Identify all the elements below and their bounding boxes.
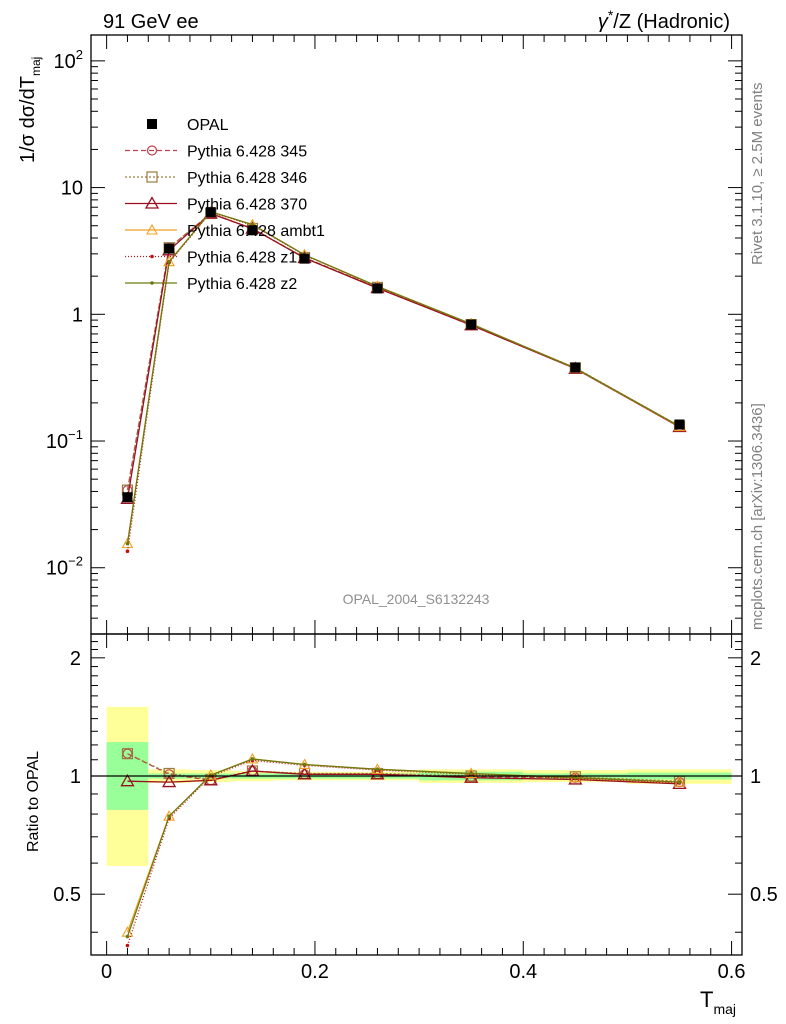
main-tick-label: 102 [54,47,83,73]
analysis-watermark: OPAL_2004_S6132243 [343,591,490,607]
x-label-sub: maj [713,1001,736,1017]
header-right-rest: /Z (Hadronic) [613,11,730,33]
x-tick-label: 0 [101,961,112,983]
legend-label: Pythia 6.428 345 [187,144,307,161]
x-tick-label: 0.2 [301,961,329,983]
header-right-star: * [608,7,614,23]
legend-marker [146,171,158,183]
legend: OPAL Pythia 6.428 345 Pythia 6.428 346 Pyth… [125,117,325,293]
ratio-series-point [246,752,259,764]
ratio-series-line [127,770,680,785]
legend-label: Pythia 6.428 z1 [187,250,297,267]
ratio-series-point [375,767,380,772]
y-label-ratio: Ratio to OPAL [25,751,42,852]
header-left: 91 GeV ee [103,11,199,33]
ratio-series-point [167,814,171,818]
ratio-series-line [126,758,680,937]
ratio-series-point [250,757,255,761]
rivet-side-text: Rivet 3.1.10, ≥ 2.5M events [749,83,766,266]
ratio-series-point [121,748,134,760]
ratio-tick-label-right: 2 [750,648,761,670]
legend-label: Pythia 6.428 ambt1 [187,223,325,240]
ratio-frame [90,633,743,956]
ratio-y-tick-labels: 2 1 0.5 2 1 0.5 [53,648,778,906]
plot-frames [90,34,743,956]
ratio-series-point [120,773,135,787]
main-series-point [125,549,130,554]
x-tick-labels: 0 0.2 0.4 0.6 [101,961,745,983]
mcplots-side-text: mcplots.cern.ch [arXiv:1306.3436] [749,403,766,630]
data-point [164,243,175,254]
ratio-tick-label-right: 1 [750,766,761,788]
legend-label: Pythia 6.428 z2 [187,276,297,293]
ratio-tick-label-right: 0.5 [750,884,778,906]
header-right-gamma: γ [598,11,609,33]
x-label-base: T [700,987,713,1012]
x-label: Tmaj [700,987,736,1017]
legend-label: OPAL [187,117,229,134]
data-point [299,253,310,264]
ratio-series-point [125,934,130,939]
legend-marker [144,196,160,209]
legend-marker [150,281,154,285]
ratio-series-point [161,774,177,788]
legend-label: Pythia 6.428 346 [187,170,307,187]
data-point [570,362,581,373]
data-point [372,283,383,294]
x-tick-label: 0.4 [509,961,537,983]
header-right: γ*/Z (Hadronic) [598,7,730,33]
legend-label: Pythia 6.428 370 [187,197,307,214]
data-point [674,419,685,430]
ratio-bands [106,706,732,866]
data-point [205,207,216,218]
ratio-series-point [302,762,307,767]
main-series-point [167,259,171,264]
ratio-series-point [469,771,473,776]
legend-marker [150,254,154,259]
legend-marker [146,145,158,156]
y-label-main-sub: maj [29,57,43,76]
x-tick-label: 0.6 [718,961,746,983]
main-series-lines [120,205,687,554]
legend-marker [146,223,158,235]
main-tick-label: 1 [72,304,83,326]
main-tick-label: 10 [61,178,83,200]
data-point [247,225,258,236]
ratio-series-point [297,767,312,780]
ratio-series-point [677,780,682,784]
ratio-series-lines [91,748,742,948]
ratio-tick-label-left: 2 [70,648,81,670]
main-series-point [125,541,130,546]
main-tick-label: 10−1 [46,427,83,453]
data-point [122,492,133,503]
ratio-tick-label-left: 1 [70,766,81,788]
axis-ticks [91,35,742,955]
ratio-series-point [573,775,578,780]
ratio-series-point [163,767,175,780]
main-y-tick-labels: 102 10 1 10−1 10−2 [46,47,83,580]
y-label-main-prefix: 1/σ dσ/dT [17,76,39,163]
ratio-series-point [125,943,130,948]
main-tick-label: 10−2 [46,554,83,580]
legend-data-marker [147,119,157,129]
data-point [466,319,477,330]
y-label-main: 1/σ dσ/dTmaj [17,57,43,163]
ratio-series-line [126,759,680,946]
ratio-tick-label-left: 0.5 [53,884,81,906]
